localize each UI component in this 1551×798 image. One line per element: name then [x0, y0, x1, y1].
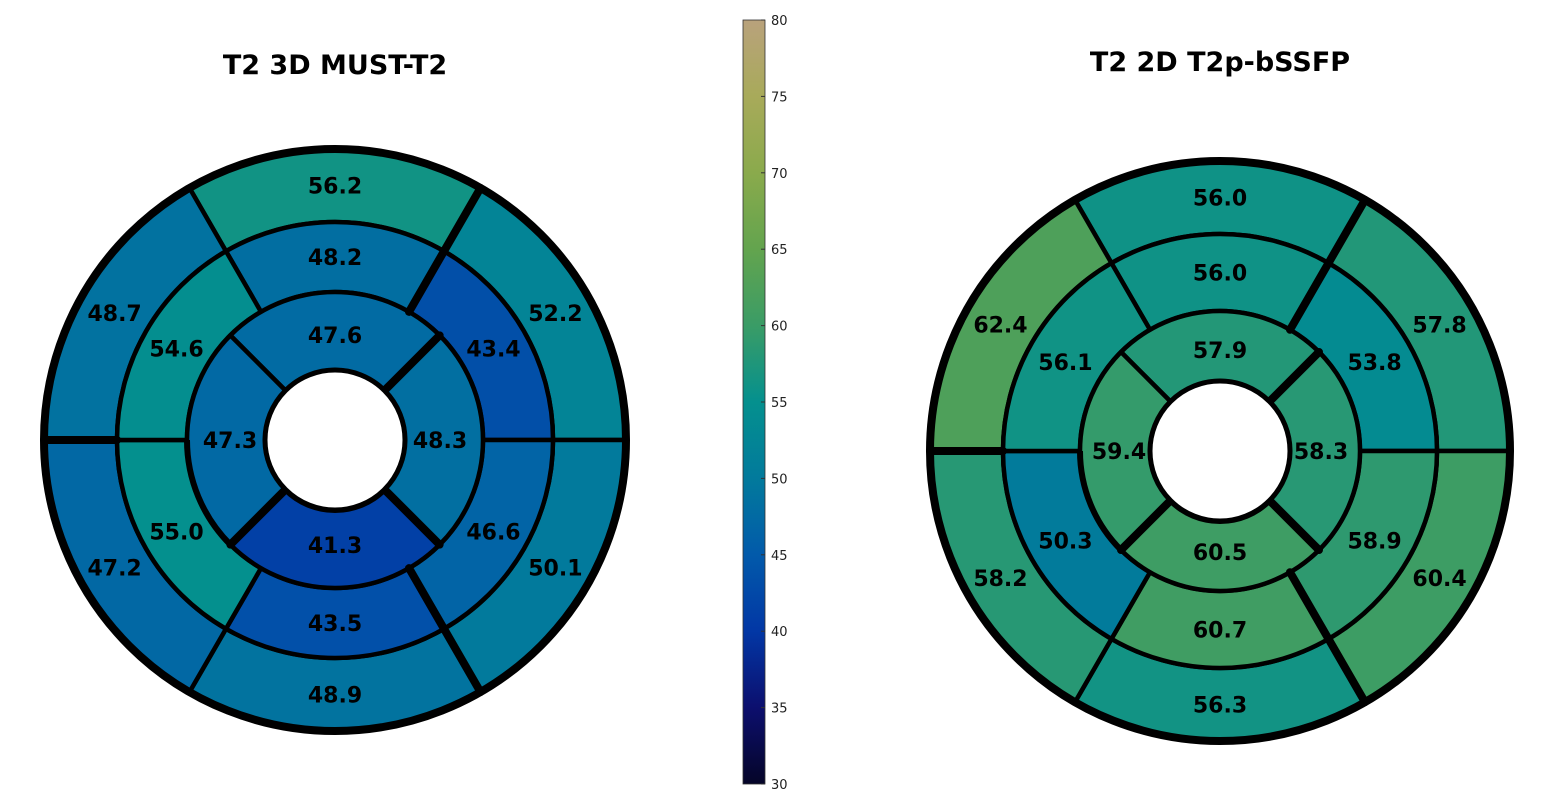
plot-title: T2 2D T2p-bSSFP — [1090, 47, 1350, 78]
territory-divider-5 — [1265, 496, 1323, 554]
apical-segment-label-4: 47.3 — [203, 429, 257, 454]
territory-divider-1 — [405, 183, 485, 316]
territory-divider-6 — [1117, 496, 1175, 554]
colorbar-tick-label: 50 — [771, 472, 788, 487]
colorbar-tick-label: 45 — [771, 549, 788, 564]
mid-segment-label-2: 43.4 — [466, 338, 520, 363]
apical-segment-label-2: 48.3 — [413, 429, 467, 454]
colorbar-tick-label: 80 — [771, 14, 788, 29]
territory-divider-2 — [1286, 568, 1369, 707]
basal-segment-label-5: 58.2 — [973, 567, 1027, 592]
colorbar-tick-label: 55 — [771, 396, 788, 411]
apex-hole — [1147, 378, 1293, 524]
territory-divider-4 — [380, 331, 444, 395]
plot-title: T2 3D MUST-T2 — [223, 50, 447, 81]
basal-segment-label-2: 57.8 — [1412, 313, 1466, 338]
basal-segment-label-4: 48.9 — [308, 684, 362, 709]
basal-segment-label-6: 48.7 — [87, 302, 141, 327]
mid-segment-label-3: 58.9 — [1347, 529, 1401, 554]
territory-divider-1 — [1286, 195, 1369, 334]
mid-segment-label-1: 56.0 — [1193, 262, 1247, 287]
mid-segment-label-2: 53.8 — [1347, 351, 1401, 376]
mid-segment-label-3: 46.6 — [466, 521, 520, 546]
mid-segment-label-4: 43.5 — [308, 612, 362, 637]
bullseye-plot-t2p-bssfp: T2 2D T2p-bSSFP 56.0 57.8 60.4 56.3 58.2 62.4 5… — [926, 47, 1514, 745]
territory-divider-arc-left — [184, 440, 233, 547]
apical-segment-label-1: 57.9 — [1193, 339, 1247, 364]
colorbar-tick-label: 70 — [771, 167, 788, 182]
apical-segment-label-3: 41.3 — [308, 534, 362, 559]
basal-segment-label-1: 56.0 — [1193, 187, 1247, 212]
colorbar-tick-label: 40 — [771, 625, 788, 640]
basal-segment-label-2: 52.2 — [528, 302, 582, 327]
colorbar-tick-label: 75 — [771, 90, 788, 105]
mid-segment-label-6: 54.6 — [149, 338, 203, 363]
basal-segment-label-5: 47.2 — [87, 556, 141, 581]
mid-segment-label-5: 55.0 — [149, 521, 203, 546]
territory-divider-2 — [405, 564, 485, 697]
basal-segment-label-1: 56.2 — [308, 175, 362, 200]
territory-divider-5 — [380, 485, 444, 549]
basal-segment-label-3: 60.4 — [1412, 567, 1466, 592]
mid-segment-label-1: 48.2 — [308, 246, 362, 271]
territory-divider-arc-left — [1077, 451, 1124, 553]
colorbar: 30 35 40 45 50 55 60 65 70 75 80 — [742, 14, 788, 793]
mid-segment-label-6: 56.1 — [1038, 351, 1092, 376]
colorbar-tick-label: 65 — [771, 243, 788, 258]
territory-divider-6 — [226, 485, 290, 549]
colorbar-tick-label: 35 — [771, 702, 788, 717]
mid-segment-label-4: 60.7 — [1193, 619, 1247, 644]
apical-segment-label-4: 59.4 — [1092, 440, 1146, 465]
apical-segment-label-1: 47.6 — [308, 324, 362, 349]
basal-segment-label-3: 50.1 — [528, 556, 582, 581]
apical-segment-label-3: 60.5 — [1193, 541, 1247, 566]
territory-divider-4 — [1265, 348, 1323, 406]
apex-hole — [262, 367, 408, 513]
colorbar-tick-label: 30 — [771, 778, 788, 793]
basal-segment-label-4: 56.3 — [1193, 694, 1247, 719]
bullseye-plot-must-t2: T2 3D MUST-T2 56.2 52.2 50.1 48.9 47.2 48.7 48.… — [40, 50, 630, 735]
basal-segment-label-6: 62.4 — [973, 313, 1027, 338]
mid-segment-label-5: 50.3 — [1038, 529, 1092, 554]
apical-segment-label-2: 58.3 — [1294, 440, 1348, 465]
colorbar-tick-label: 60 — [771, 320, 788, 335]
